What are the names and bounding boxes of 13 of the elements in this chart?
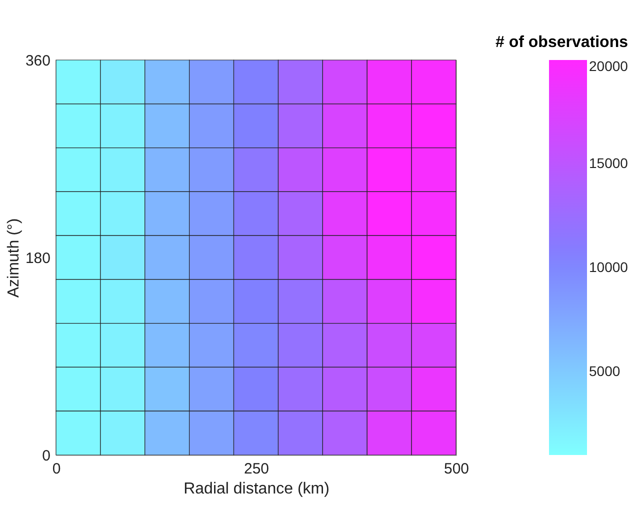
color-bar-label: 20000 xyxy=(589,58,628,74)
y-tick-label: 360 xyxy=(25,52,50,70)
color-bar-label: 15000 xyxy=(589,154,628,171)
x-tick-label: 0 xyxy=(52,460,61,478)
x-tick-label: 250 xyxy=(244,460,270,478)
color-bar-title: # of observations xyxy=(496,34,628,51)
x-tick-label: 500 xyxy=(444,460,470,478)
y-axis-title: Azimuth (°) xyxy=(5,218,22,298)
color-bar-label: 10000 xyxy=(589,258,628,275)
color-bar-label: 5000 xyxy=(589,362,620,379)
y-tick-label: 0 xyxy=(42,448,50,464)
y-tick-label: 180 xyxy=(25,250,50,267)
x-axis-title: Radial distance (km) xyxy=(184,480,330,498)
